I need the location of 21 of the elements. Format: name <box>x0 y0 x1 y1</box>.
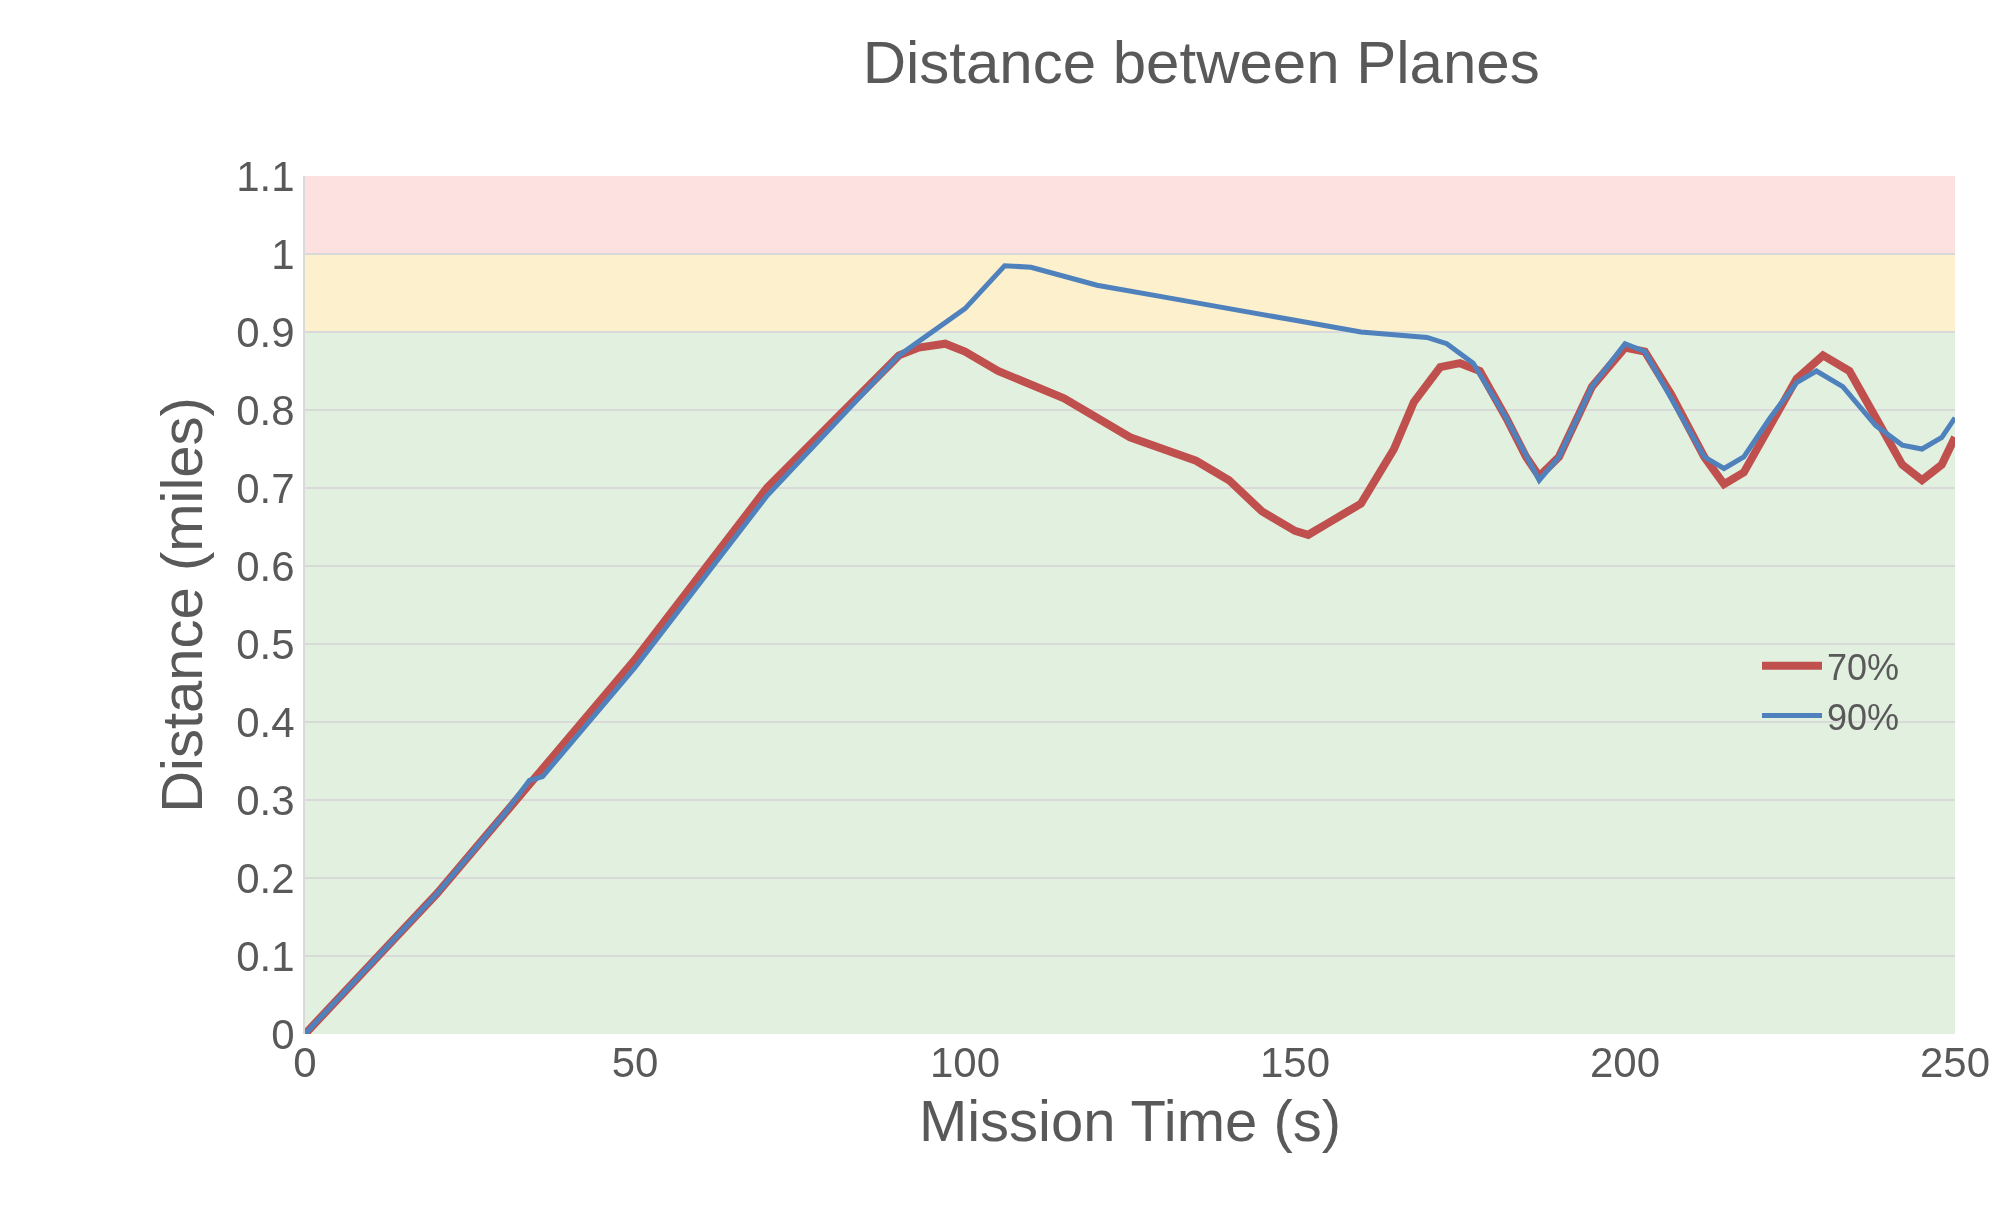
y-tick-label: 1 <box>271 230 295 278</box>
y-tick-label: 0.8 <box>236 386 295 434</box>
x-axis-title: Mission Time (s) <box>918 1088 1342 1154</box>
chart-title: Distance between Planes <box>862 28 1540 96</box>
x-tick-label: 150 <box>1259 1039 1331 1086</box>
y-tick-label: 1.1 <box>236 152 295 200</box>
x-tick-label: 200 <box>1589 1039 1661 1086</box>
y-tick-label: 0.6 <box>236 542 295 590</box>
y-axis-title: Distance (miles) <box>148 397 214 813</box>
y-tick-label: 0.2 <box>236 854 295 902</box>
y-tick-label: 0.1 <box>236 932 295 980</box>
legend-label: 70% <box>1827 646 1900 688</box>
x-tick-label: 100 <box>929 1039 1001 1086</box>
y-tick-label: 0.9 <box>236 308 295 356</box>
y-tick-label: 0.4 <box>236 698 295 746</box>
y-tick-label: 0.5 <box>236 620 295 668</box>
x-tick-label: 250 <box>1919 1039 1991 1086</box>
y-tick-label: 0.7 <box>236 464 295 512</box>
legend-label: 90% <box>1827 696 1900 738</box>
y-tick-label: 0.3 <box>236 776 295 824</box>
x-tick-label: 50 <box>611 1039 659 1086</box>
